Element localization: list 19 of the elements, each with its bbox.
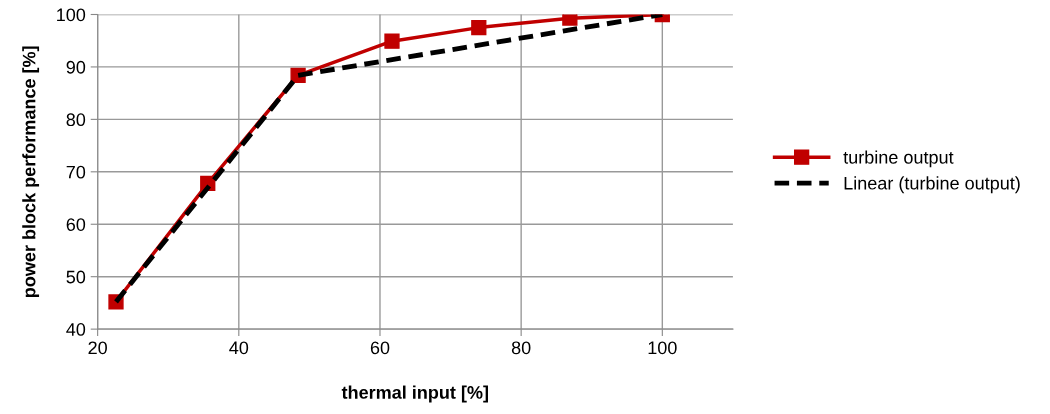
x-tick-label: 100 <box>648 341 677 355</box>
y-tick-label: 50 <box>66 270 86 284</box>
y-tick-label: 100 <box>57 8 86 22</box>
point <box>471 19 487 36</box>
y-tick-label: 60 <box>66 218 86 231</box>
y-tick-label: 70 <box>66 165 86 179</box>
x-tick-label: 60 <box>370 341 390 355</box>
x-axis-title: thermal input [%] <box>341 385 488 403</box>
x-tick-label: 40 <box>229 341 249 355</box>
point <box>384 33 400 49</box>
x-tick-label: 20 <box>88 341 107 355</box>
x-tick-label: 80 <box>511 341 531 355</box>
point <box>562 14 578 26</box>
y-tick-label: 90 <box>66 60 86 74</box>
legend-label: Linear (turbine output) <box>844 176 1020 194</box>
y-tick-label: 80 <box>66 113 86 127</box>
legend-label: turbine output <box>843 150 954 168</box>
y-tick-label: 40 <box>66 323 86 336</box>
y-axis-title: power block performance [%] <box>22 46 40 298</box>
